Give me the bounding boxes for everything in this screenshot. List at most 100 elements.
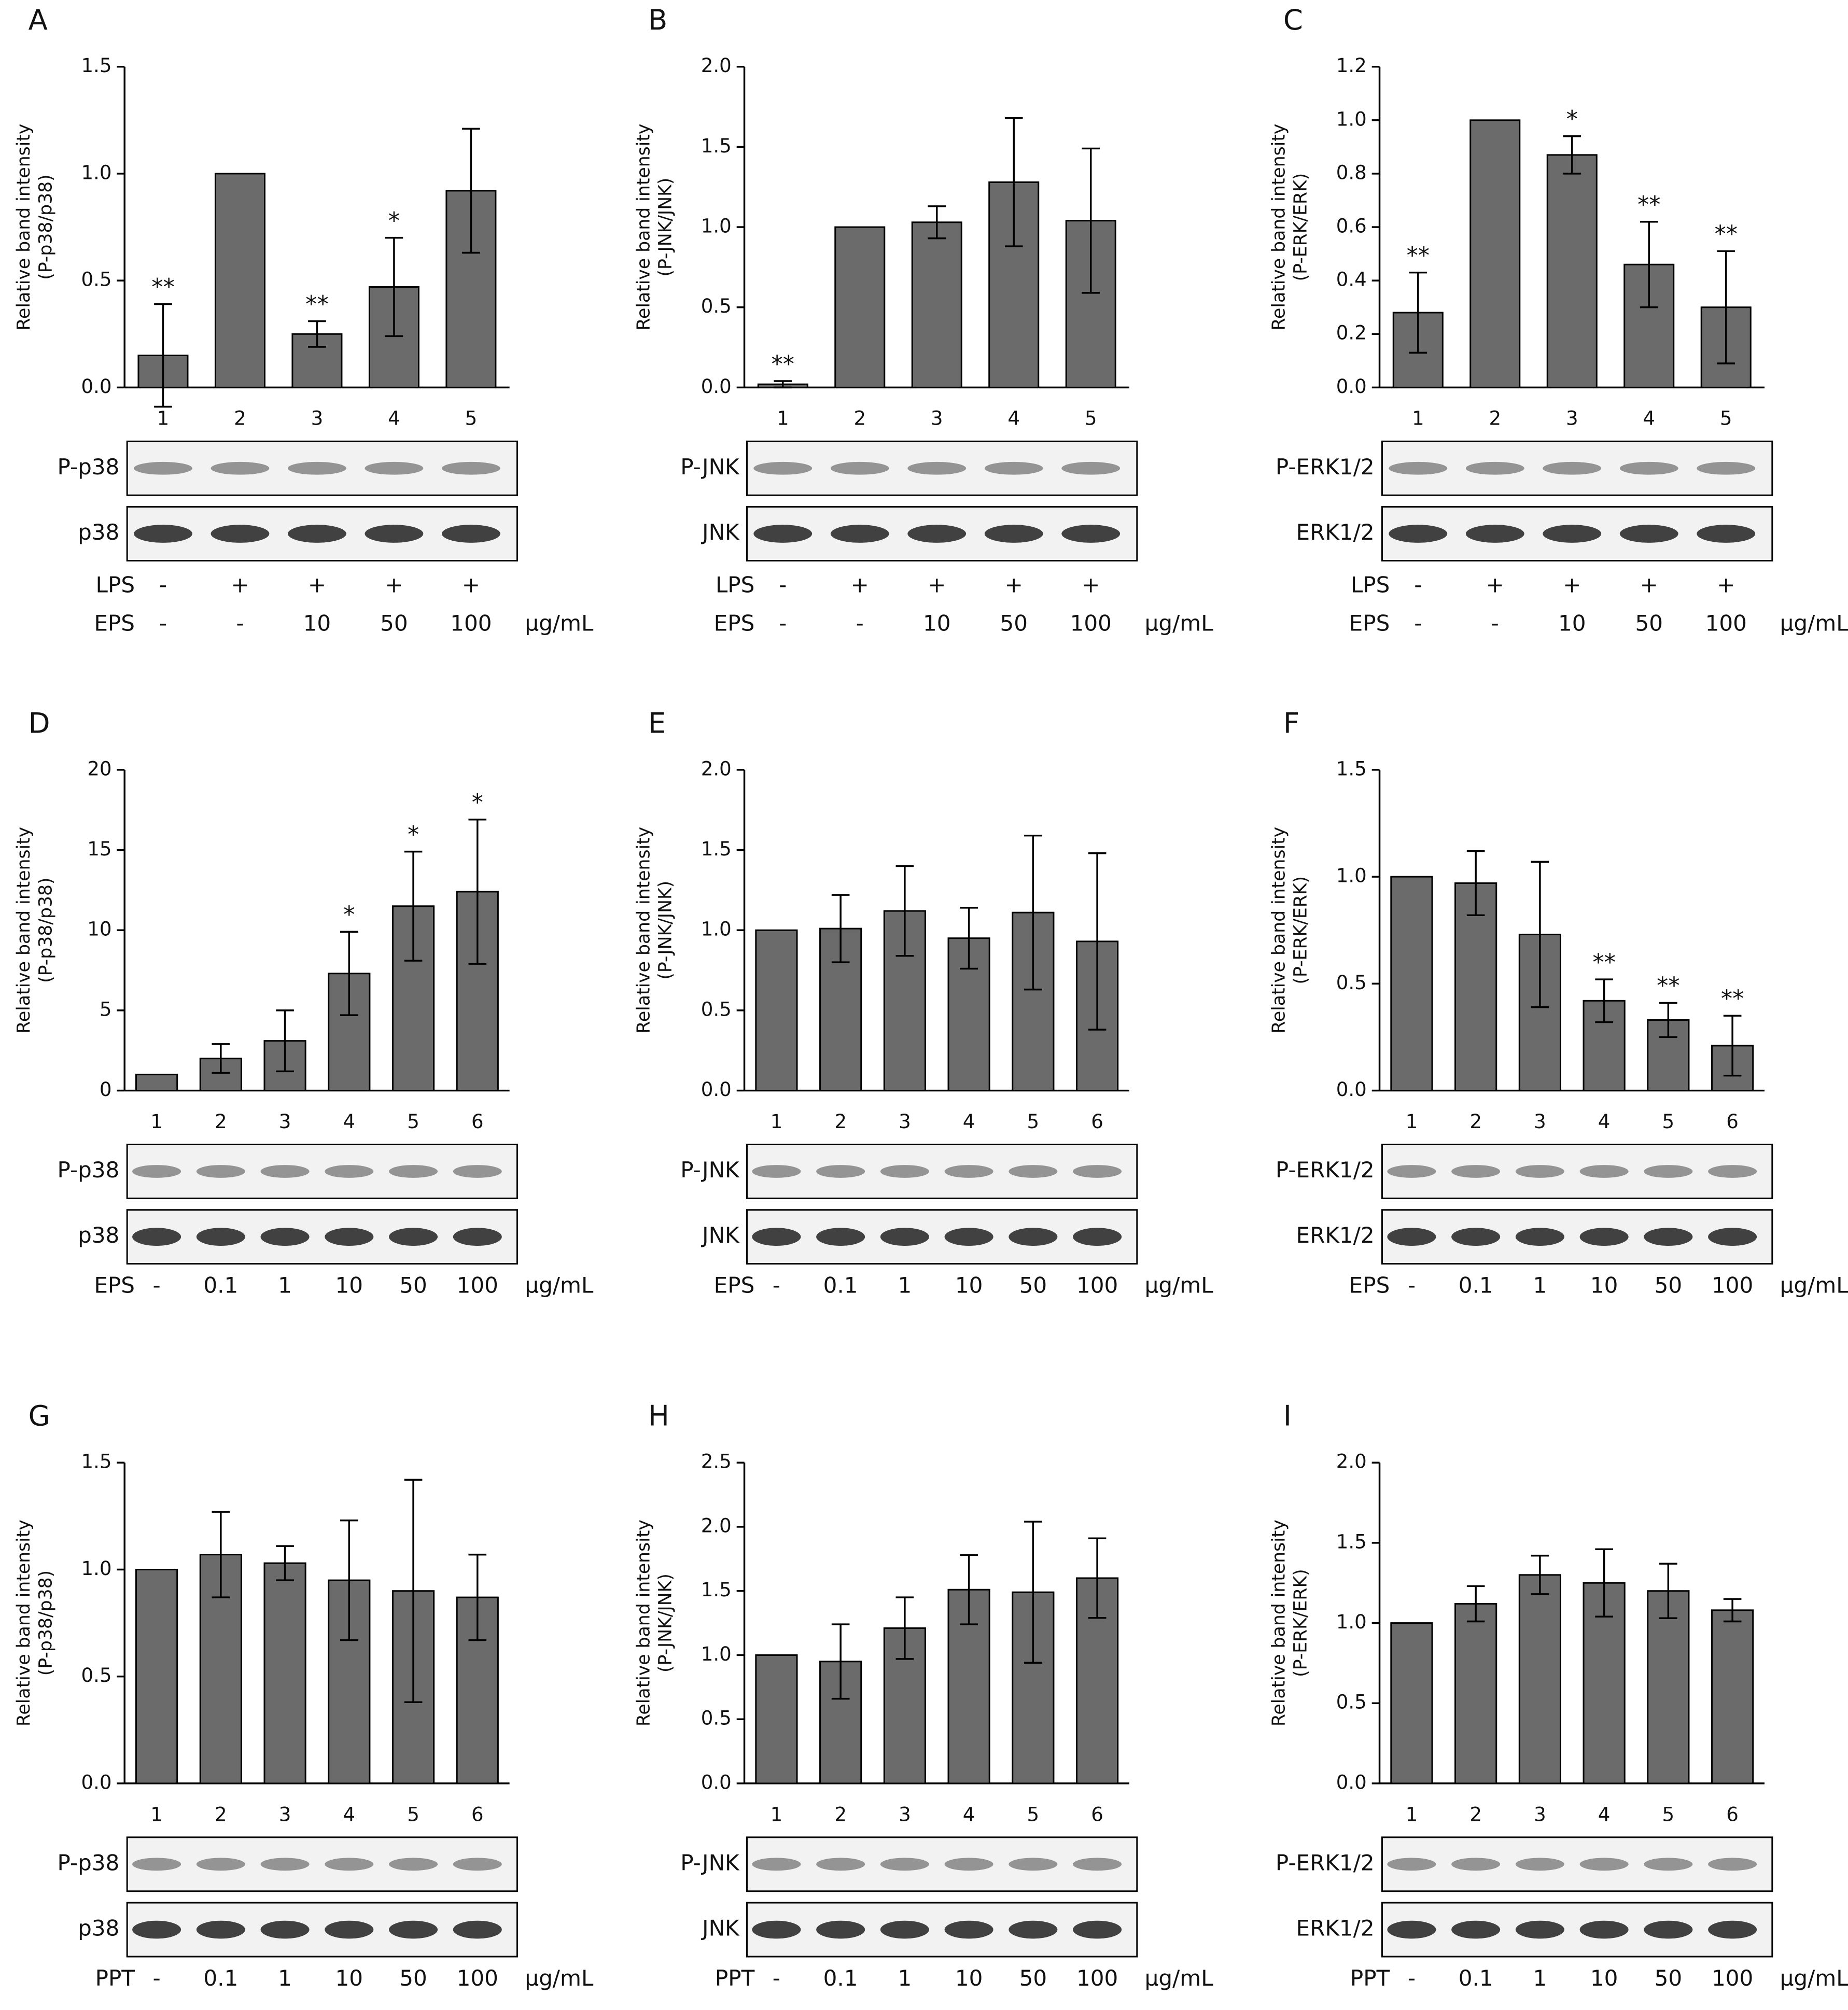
blot-band xyxy=(453,1858,502,1871)
blot-label: JNK xyxy=(701,1916,740,1941)
error-bar xyxy=(154,303,172,408)
blot-label: P-JNK xyxy=(680,1157,740,1183)
unit: μg/mL xyxy=(1780,611,1848,636)
x-tick-label: 5 xyxy=(407,1803,419,1825)
error-bar xyxy=(1531,861,1549,1008)
blot-band xyxy=(1579,1228,1629,1246)
blot-band xyxy=(134,461,192,475)
error-bar xyxy=(212,1043,230,1074)
treatment-label: - xyxy=(236,611,244,636)
blot-label: p38 xyxy=(78,1916,119,1941)
x-tick-label: 1 xyxy=(150,1803,163,1825)
x-tick-label: 4 xyxy=(1598,1803,1611,1825)
x-tick-label: 1 xyxy=(157,407,170,430)
x-tick-label: 2 xyxy=(834,1803,847,1825)
error-bar xyxy=(1466,1585,1485,1623)
blot xyxy=(1381,1209,1773,1265)
y-tick-label: 0.5 xyxy=(1336,972,1367,994)
blot xyxy=(126,440,518,496)
treatment-label: - xyxy=(779,611,787,636)
blot-band xyxy=(1009,1858,1058,1871)
x-tick-label: 3 xyxy=(1534,1803,1546,1825)
blot-band xyxy=(1697,525,1756,543)
treatment-label: 0.1 xyxy=(1459,1965,1493,1991)
y-tick-label: 0.5 xyxy=(701,998,732,1020)
treatment-label: 50 xyxy=(1019,1273,1047,1298)
blot-band xyxy=(907,525,967,543)
blot-band xyxy=(1451,1228,1501,1246)
y-tick-label: 2.0 xyxy=(701,1514,732,1537)
blot-band xyxy=(1697,461,1756,475)
blot xyxy=(1381,1836,1773,1892)
treatment-label: + xyxy=(1005,572,1023,597)
blot-band xyxy=(1465,525,1524,543)
treatment-label: 10 xyxy=(1590,1273,1618,1298)
treatment-label: + xyxy=(1640,572,1658,597)
error-bar xyxy=(1717,250,1735,364)
blot-band xyxy=(944,1228,993,1246)
y-tick-label: 1.0 xyxy=(81,161,111,184)
blot-band xyxy=(1644,1920,1693,1939)
x-tick-label: 2 xyxy=(215,1803,227,1825)
blot-band xyxy=(816,1858,865,1871)
treatment-label: 0.1 xyxy=(203,1965,238,1991)
error-bar xyxy=(960,907,978,970)
treatment-name: PPT xyxy=(715,1965,755,1991)
x-tick-label: 4 xyxy=(1643,407,1655,430)
x-tick-label: 5 xyxy=(465,407,478,430)
blot-band xyxy=(453,1920,502,1939)
blot-band xyxy=(1009,1920,1058,1939)
blot xyxy=(746,1902,1138,1958)
treatment-label: + xyxy=(385,572,403,597)
error-bar xyxy=(212,1511,230,1598)
y-tick-label: 0.0 xyxy=(1336,1078,1367,1101)
blot-band xyxy=(1465,461,1524,475)
x-tick-label: 2 xyxy=(853,407,866,430)
y-tick-label: 1.5 xyxy=(701,1579,732,1601)
x-tick-label: 5 xyxy=(1027,1803,1040,1825)
y-axis-label: Relative band intensity xyxy=(13,827,34,1034)
error-bar xyxy=(340,931,358,1016)
treatment-label: 10 xyxy=(335,1965,363,1991)
x-tick-label: 1 xyxy=(1412,407,1424,430)
y-tick-label: 1.5 xyxy=(81,54,111,77)
error-bar xyxy=(895,865,914,957)
treatment-label: 1 xyxy=(1533,1273,1547,1298)
blot-band xyxy=(984,461,1043,475)
treatment-label: 50 xyxy=(1019,1965,1047,1991)
blot-label: ERK1/2 xyxy=(1296,1222,1375,1248)
blot-band xyxy=(1579,1920,1629,1939)
y-axis-label: Relative band intensity xyxy=(13,1520,34,1726)
x-tick-label: 2 xyxy=(1469,1803,1482,1825)
y-tick-label: 1.0 xyxy=(81,1557,111,1580)
blot-band xyxy=(1644,1858,1693,1871)
y-tick-label: 0.5 xyxy=(81,1664,111,1686)
blot-label: JNK xyxy=(701,1222,740,1248)
y-axis-label: Relative band intensity xyxy=(634,124,654,331)
blot-band xyxy=(1708,1165,1757,1178)
blot-band xyxy=(816,1228,865,1246)
x-tick-label: 6 xyxy=(471,1111,484,1133)
significance: * xyxy=(408,821,419,848)
significance: ** xyxy=(1592,949,1616,976)
significance: ** xyxy=(772,350,795,377)
error-bar xyxy=(404,850,423,962)
y-tick-label: 1.5 xyxy=(701,135,732,157)
treatment-label: + xyxy=(1717,572,1735,597)
blot-band xyxy=(1061,525,1121,543)
blot-label: p38 xyxy=(78,1222,119,1248)
x-tick-label: 5 xyxy=(1085,407,1097,430)
y-tick-label: 0.5 xyxy=(701,1707,732,1730)
y-tick-label: 1.0 xyxy=(1336,1611,1367,1633)
treatment-name: EPS xyxy=(94,611,135,636)
blot-label: P-p38 xyxy=(57,1157,119,1183)
bar xyxy=(834,226,886,388)
blot-band xyxy=(830,525,889,543)
blot-band xyxy=(260,1920,310,1939)
treatment-label: - xyxy=(1414,572,1422,597)
y-tick-label: 2.0 xyxy=(701,757,732,780)
y-tick-label: 1.5 xyxy=(1336,1530,1367,1553)
error-bar xyxy=(1659,1563,1677,1620)
treatment-label: + xyxy=(851,572,869,597)
treatment-label: - xyxy=(773,1273,780,1298)
